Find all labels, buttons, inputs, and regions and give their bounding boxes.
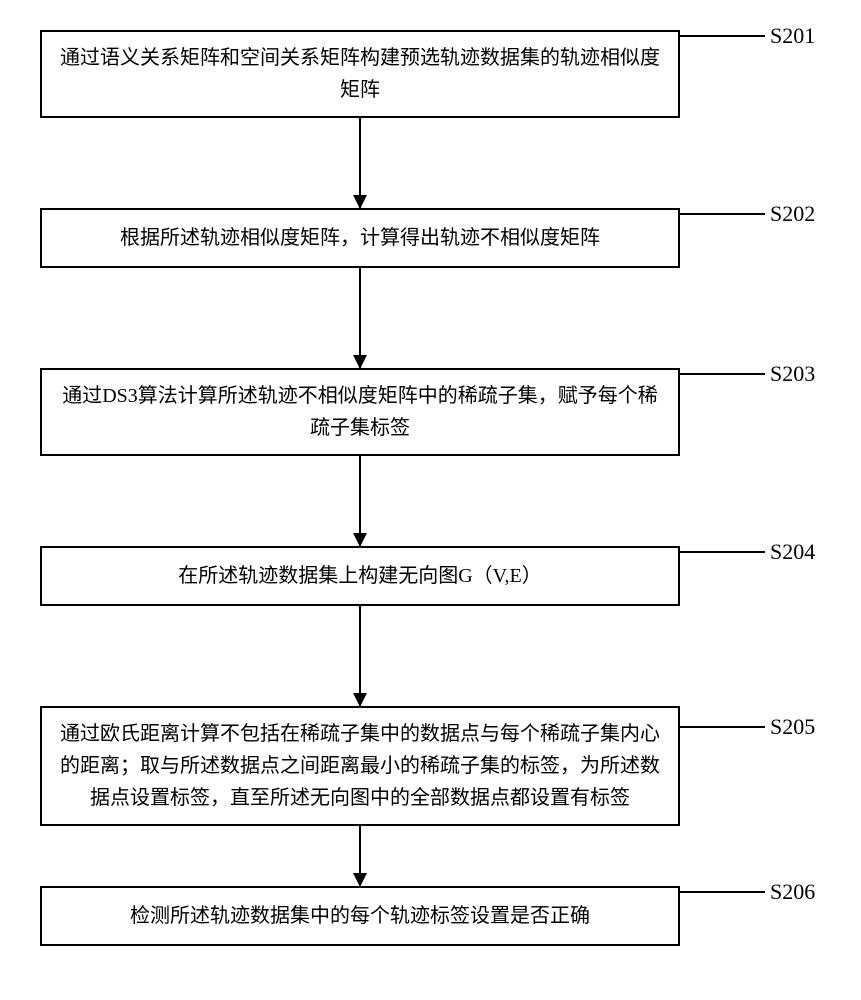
leader-line — [680, 35, 765, 37]
step-text: 通过语义关系矩阵和空间关系矩阵构建预选轨迹数据集的轨迹相似度矩阵 — [57, 42, 663, 106]
step-box: 通过欧氏距离计算不包括在稀疏子集中的数据点与每个稀疏子集内心的距离；取与所述数据… — [40, 706, 680, 826]
step-box: 检测所述轨迹数据集中的每个轨迹标签设置是否正确 — [40, 886, 680, 946]
flow-step-S203: 通过DS3算法计算所述轨迹不相似度矩阵中的稀疏子集，赋予每个稀疏子集标签S203 — [40, 368, 820, 456]
flow-step-S206: 检测所述轨迹数据集中的每个轨迹标签设置是否正确S206 — [40, 886, 820, 946]
leader-line — [680, 373, 765, 375]
arrow-down-icon — [359, 606, 361, 706]
flow-step-S202: 根据所述轨迹相似度矩阵，计算得出轨迹不相似度矩阵S202 — [40, 208, 820, 268]
arrow-connector — [40, 118, 680, 208]
step-label: S203 — [770, 361, 815, 387]
arrow-connector — [40, 606, 680, 706]
arrow-down-icon — [359, 456, 361, 546]
arrow-connector — [40, 268, 680, 368]
step-box: 通过DS3算法计算所述轨迹不相似度矩阵中的稀疏子集，赋予每个稀疏子集标签 — [40, 368, 680, 456]
leader-line — [680, 551, 765, 553]
step-text: 通过DS3算法计算所述轨迹不相似度矩阵中的稀疏子集，赋予每个稀疏子集标签 — [57, 380, 663, 444]
flowchart-container: 通过语义关系矩阵和空间关系矩阵构建预选轨迹数据集的轨迹相似度矩阵S201 根据所述… — [40, 30, 820, 946]
flow-step-S201: 通过语义关系矩阵和空间关系矩阵构建预选轨迹数据集的轨迹相似度矩阵S201 — [40, 30, 820, 118]
step-label: S201 — [770, 23, 815, 49]
step-text: 检测所述轨迹数据集中的每个轨迹标签设置是否正确 — [130, 900, 590, 932]
step-box: 在所述轨迹数据集上构建无向图G（V,E） — [40, 546, 680, 606]
arrow-connector — [40, 456, 680, 546]
arrow-down-icon — [359, 268, 361, 368]
arrow-down-icon — [359, 826, 361, 886]
step-text: 通过欧氏距离计算不包括在稀疏子集中的数据点与每个稀疏子集内心的距离；取与所述数据… — [57, 718, 663, 814]
leader-line — [680, 726, 765, 728]
step-box: 根据所述轨迹相似度矩阵，计算得出轨迹不相似度矩阵 — [40, 208, 680, 268]
leader-line — [680, 891, 765, 893]
step-text: 在所述轨迹数据集上构建无向图G（V,E） — [178, 560, 542, 592]
arrow-connector — [40, 826, 680, 886]
flow-step-S205: 通过欧氏距离计算不包括在稀疏子集中的数据点与每个稀疏子集内心的距离；取与所述数据… — [40, 706, 820, 826]
step-label: S205 — [770, 714, 815, 740]
leader-line — [680, 213, 765, 215]
arrow-down-icon — [359, 118, 361, 208]
step-label: S202 — [770, 201, 815, 227]
step-text: 根据所述轨迹相似度矩阵，计算得出轨迹不相似度矩阵 — [120, 222, 600, 254]
step-box: 通过语义关系矩阵和空间关系矩阵构建预选轨迹数据集的轨迹相似度矩阵 — [40, 30, 680, 118]
step-label: S204 — [770, 539, 815, 565]
flow-step-S204: 在所述轨迹数据集上构建无向图G（V,E）S204 — [40, 546, 820, 606]
step-label: S206 — [770, 879, 815, 905]
